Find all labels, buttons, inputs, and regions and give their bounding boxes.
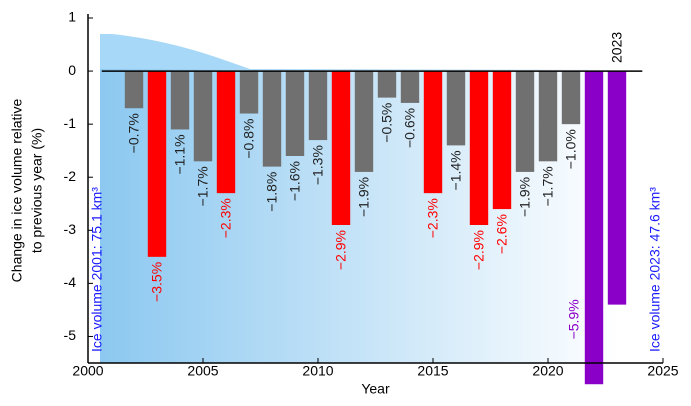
value-label: −1.9% xyxy=(356,177,372,217)
value-label: −0.5% xyxy=(379,103,395,143)
value-label: −1.7% xyxy=(540,166,556,206)
bar xyxy=(469,71,489,225)
y-tick-label: -1 xyxy=(64,115,77,131)
value-label: −0.8% xyxy=(241,119,257,159)
value-label: −1.6% xyxy=(287,161,303,201)
value-label: −2.9% xyxy=(471,230,487,270)
bar xyxy=(331,71,351,225)
bar xyxy=(515,71,535,172)
y-tick-label: 1 xyxy=(68,9,76,25)
bar xyxy=(354,71,374,172)
bar xyxy=(492,71,512,210)
value-label: −1.8% xyxy=(264,172,280,212)
value-label: −2.3% xyxy=(218,198,234,238)
value-label: −2.6% xyxy=(494,214,510,254)
y-tick-label: -3 xyxy=(64,221,77,237)
x-tick-label: 2005 xyxy=(187,363,218,379)
value-label: −4.4% xyxy=(589,303,605,343)
bar xyxy=(262,71,282,167)
bar xyxy=(377,71,397,98)
y-tick-label: -2 xyxy=(64,168,77,184)
bar xyxy=(285,71,305,156)
annotation: Ice volume 2001: 75.1 km³ xyxy=(89,187,105,352)
x-tick-label: 2025 xyxy=(647,363,678,379)
value-label: −0.6% xyxy=(402,108,418,148)
value-label: −1.4% xyxy=(448,150,464,190)
value-label: −2.9% xyxy=(333,230,349,270)
ice-area xyxy=(100,34,250,69)
y-tick-label: -4 xyxy=(64,274,77,290)
y-tick-label: 0 xyxy=(68,62,76,78)
value-label: −2.3% xyxy=(425,198,441,238)
y-axis-label: Change in ice volume relative xyxy=(9,98,25,282)
value-label: −5.9% xyxy=(566,299,582,339)
annotation: Ice volume 2023: 47.6 km³ xyxy=(647,187,663,352)
annotation: 2023 xyxy=(609,32,625,63)
bar xyxy=(400,71,420,103)
y-axis-label: to previous year (%) xyxy=(29,128,45,253)
bar xyxy=(538,71,558,162)
bar xyxy=(423,71,443,194)
x-axis-label: Year xyxy=(361,381,390,397)
bar xyxy=(446,71,466,146)
bar xyxy=(308,71,328,141)
x-tick-label: 2000 xyxy=(72,363,103,379)
x-tick-label: 2010 xyxy=(302,363,333,379)
value-label: −3.5% xyxy=(149,262,165,302)
bar xyxy=(607,71,627,305)
value-label: −1.7% xyxy=(195,166,211,206)
bar xyxy=(584,71,604,385)
value-label: −1.3% xyxy=(310,145,326,185)
value-label: −1.1% xyxy=(172,134,188,174)
x-tick-label: 2020 xyxy=(532,363,563,379)
bar xyxy=(170,71,190,130)
x-tick-label: 2015 xyxy=(417,363,448,379)
bar xyxy=(124,71,144,109)
bar xyxy=(216,71,236,194)
bar xyxy=(193,71,213,162)
bar xyxy=(239,71,259,114)
y-tick-label: -5 xyxy=(64,327,77,343)
value-label: −0.7% xyxy=(126,113,142,153)
bar xyxy=(561,71,581,125)
value-label: −1.9% xyxy=(517,177,533,217)
value-label: −1.0% xyxy=(563,129,579,169)
bar xyxy=(147,71,167,257)
